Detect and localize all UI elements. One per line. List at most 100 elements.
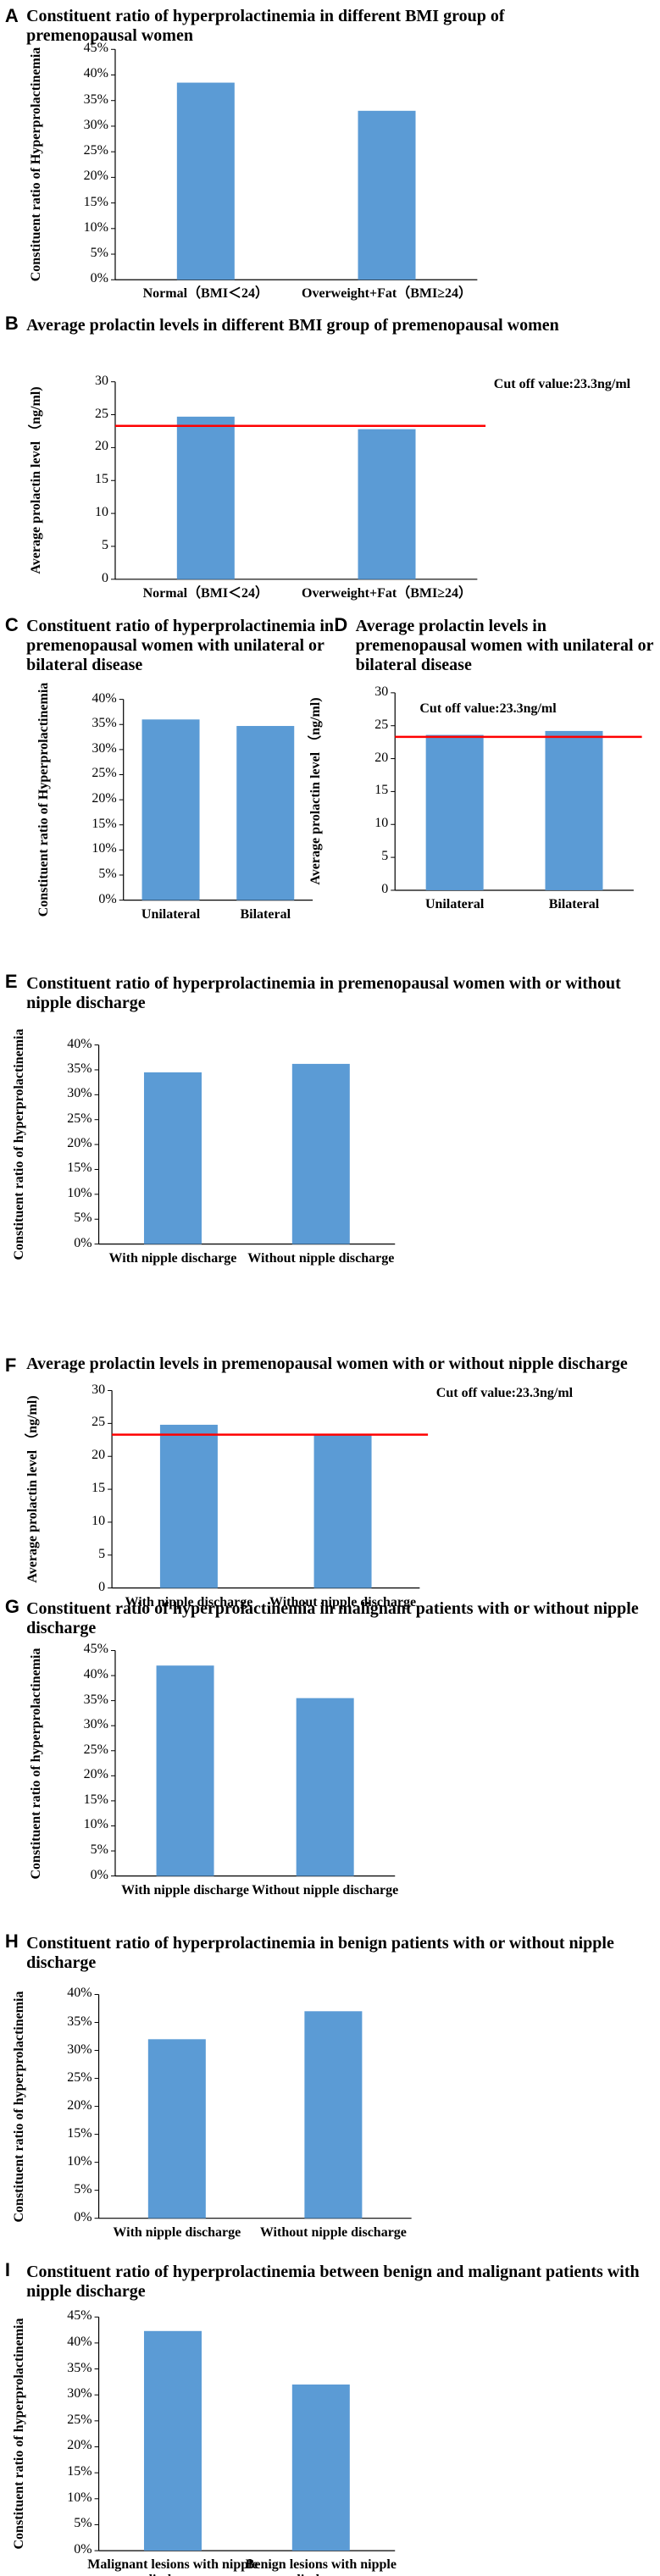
bar bbox=[291, 1063, 350, 1244]
y-tick-label: 25 bbox=[374, 717, 389, 732]
y-tick-label: 15 bbox=[374, 783, 389, 798]
y-tick-label: 35% bbox=[67, 1061, 92, 1076]
y-tick-label: 0% bbox=[90, 271, 108, 286]
y-tick-label: 25 bbox=[92, 1415, 106, 1430]
y-axis-label: Constituent ratio of hyperprolactinemia bbox=[28, 1648, 43, 1880]
y-tick-label: 30% bbox=[67, 2041, 92, 2057]
y-tick-label: 30 bbox=[374, 684, 389, 699]
x-tick-label: Unilateral bbox=[141, 906, 201, 922]
x-tick-label: Overweight+Fat（BMI≥24） bbox=[302, 585, 473, 601]
x-tick-label: Without nipple discharge bbox=[247, 1250, 395, 1266]
y-tick-label: 5% bbox=[74, 2516, 92, 2531]
y-tick-label: 20 bbox=[374, 750, 389, 765]
y-tick-label: 30% bbox=[67, 2386, 92, 2401]
y-axis-label: Constituent ratio of hyperprolactinemia bbox=[12, 2318, 27, 2550]
y-tick-label: 20% bbox=[67, 2097, 92, 2113]
y-axis-label: Constituent ratio of hyperprolactinemia bbox=[12, 1028, 27, 1260]
x-tick-label: Malignant lesions with nipple discharge bbox=[87, 2557, 258, 2576]
bar bbox=[143, 1072, 202, 1244]
y-tick-label: 0 bbox=[101, 570, 108, 585]
y-tick-label: 10 bbox=[92, 1513, 106, 1528]
bar bbox=[141, 719, 200, 900]
y-tick-label: 25% bbox=[67, 2412, 92, 2427]
y-tick-label: 20% bbox=[83, 1767, 108, 1782]
x-tick-label: Without nipple discharge bbox=[259, 2224, 407, 2240]
y-tick-label: 40% bbox=[83, 66, 108, 81]
chart-title: Average prolactin levels in premenopausa… bbox=[26, 1354, 628, 1373]
chart-title: Average prolactin levels in different BM… bbox=[26, 315, 559, 335]
y-tick-label: 35% bbox=[67, 2014, 92, 2029]
panel-label: F bbox=[4, 1354, 17, 1376]
bar bbox=[545, 730, 603, 890]
bar bbox=[159, 1424, 218, 1588]
y-tick-label: 40% bbox=[83, 1667, 108, 1682]
y-tick-label: 45% bbox=[67, 2308, 92, 2324]
chart-title: Constituent ratio of hyperprolactinemia … bbox=[26, 1933, 614, 1972]
y-tick-label: 10% bbox=[92, 841, 117, 856]
y-tick-label: 40% bbox=[67, 2334, 92, 2349]
y-tick-label: 5% bbox=[98, 867, 117, 881]
bar bbox=[156, 1665, 214, 1876]
y-tick-label: 10% bbox=[67, 2153, 92, 2169]
y-tick-label: 10% bbox=[83, 1817, 108, 1832]
chart-title: Constituent ratio of hyperprolactinemia … bbox=[26, 2263, 640, 2302]
y-tick-label: 40% bbox=[92, 690, 117, 706]
y-tick-label: 45% bbox=[83, 1642, 108, 1657]
x-tick-label: Normal（BMI＜24） bbox=[142, 585, 269, 601]
x-tick-label: With nipple discharge bbox=[121, 1882, 249, 1897]
bar bbox=[291, 2384, 350, 2551]
y-tick-label: 0 bbox=[381, 881, 389, 896]
panel-label: I bbox=[4, 2259, 10, 2281]
y-tick-label: 20 bbox=[92, 1448, 106, 1463]
y-tick-label: 20% bbox=[83, 169, 108, 184]
panel-label: B bbox=[4, 313, 19, 335]
y-tick-label: 5% bbox=[74, 2181, 92, 2197]
y-axis-label: Average prolactin level （ng/ml) bbox=[25, 1395, 40, 1583]
x-tick-label: With nipple discharge bbox=[113, 2224, 241, 2240]
x-tick-label: Without nipple discharge bbox=[269, 1594, 417, 1609]
bar bbox=[425, 734, 484, 890]
panel-label: H bbox=[4, 1930, 19, 1952]
y-tick-label: 30 bbox=[94, 373, 108, 388]
y-tick-label: 5 bbox=[98, 1546, 106, 1561]
bar bbox=[358, 429, 416, 579]
cutoff-label: Cut off value:23.3ng/ml bbox=[435, 1385, 574, 1400]
bar bbox=[313, 1433, 372, 1588]
y-tick-label: 25% bbox=[92, 766, 117, 781]
bar bbox=[296, 1698, 354, 1876]
panel-label: C bbox=[4, 613, 19, 635]
x-tick-label: Benign lesions with nipple discharge bbox=[245, 2557, 397, 2576]
y-tick-label: 10% bbox=[83, 219, 108, 235]
y-tick-label: 25% bbox=[83, 1742, 108, 1757]
y-tick-label: 15 bbox=[92, 1481, 106, 1496]
y-tick-label: 30% bbox=[92, 740, 117, 756]
y-tick-label: 35% bbox=[83, 1692, 108, 1707]
y-tick-label: 35% bbox=[83, 91, 108, 107]
y-tick-label: 20% bbox=[67, 2438, 92, 2453]
y-tick-label: 20% bbox=[92, 791, 117, 806]
bar bbox=[358, 110, 416, 280]
cutoff-label: Cut off value:23.3ng/ml bbox=[493, 376, 631, 391]
x-tick-label: Normal（BMI＜24） bbox=[142, 286, 269, 302]
y-tick-label: 5 bbox=[381, 849, 389, 864]
y-tick-label: 0% bbox=[98, 891, 117, 906]
y-tick-label: 15% bbox=[83, 194, 108, 209]
y-tick-label: 40% bbox=[67, 1986, 92, 2001]
y-tick-label: 30% bbox=[83, 1717, 108, 1732]
bar bbox=[236, 726, 295, 900]
y-axis-label: Constituent ratio of Hyperprolactinemia bbox=[28, 47, 43, 282]
y-tick-label: 25% bbox=[83, 143, 108, 158]
y-axis-label: Constituent ratio of Hyperprolactinemia bbox=[36, 682, 52, 917]
panel-label: E bbox=[4, 971, 18, 993]
y-tick-label: 10 bbox=[374, 816, 389, 831]
y-tick-label: 5% bbox=[74, 1210, 92, 1226]
y-tick-label: 15% bbox=[67, 1161, 92, 1176]
chart-title: Constituent ratio of hyperprolactinemia … bbox=[26, 974, 621, 1013]
y-tick-label: 30% bbox=[83, 117, 108, 132]
y-tick-label: 0 bbox=[98, 1579, 106, 1594]
y-tick-label: 0% bbox=[74, 2542, 92, 2557]
x-tick-label: With nipple discharge bbox=[125, 1594, 253, 1609]
y-tick-label: 20 bbox=[94, 439, 108, 454]
cutoff-label: Cut off value:23.3ng/ml bbox=[419, 701, 557, 716]
